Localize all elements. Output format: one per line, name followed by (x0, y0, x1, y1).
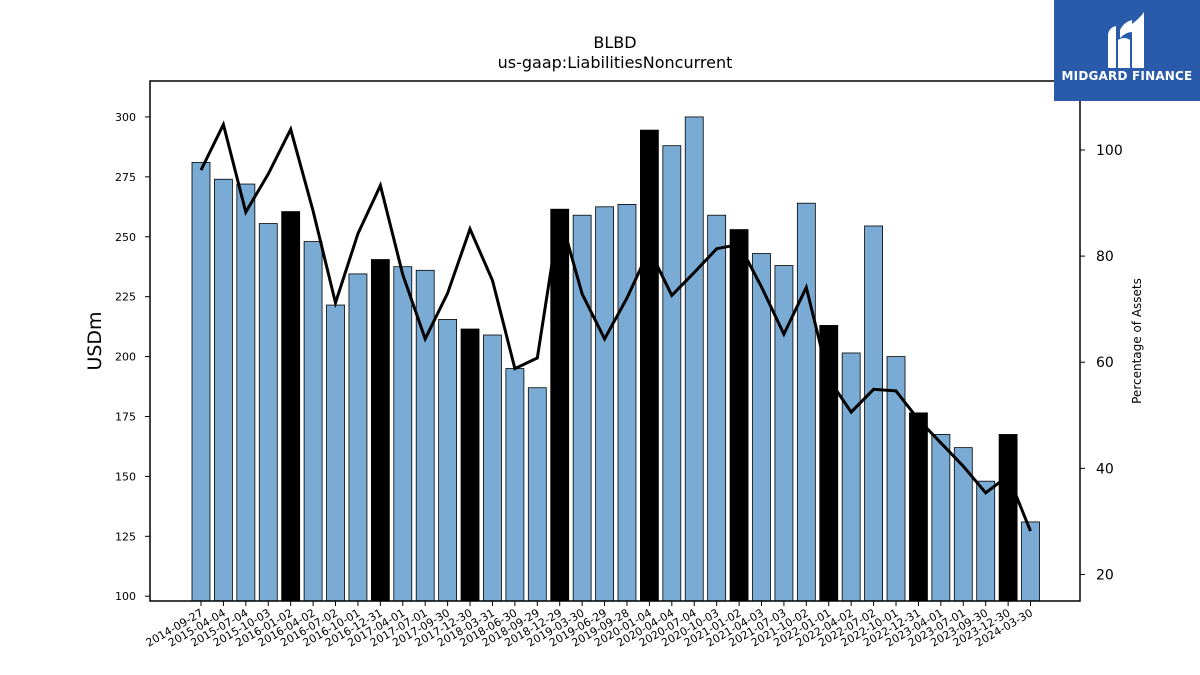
midgard-logo-icon (1108, 12, 1144, 68)
bar (505, 368, 525, 602)
bar (640, 129, 659, 602)
bar-group (191, 116, 1040, 602)
y-tick-label: 175 (115, 410, 136, 423)
bar (595, 206, 614, 602)
y-tick-label: 275 (115, 171, 136, 184)
bar (191, 162, 211, 602)
y-tick-label: 250 (115, 231, 136, 244)
bar (819, 325, 839, 602)
y-tick-label: 300 (115, 111, 136, 124)
bar (998, 434, 1018, 602)
bar (258, 223, 278, 602)
bar (796, 202, 816, 602)
bar (281, 211, 301, 602)
bar (841, 352, 861, 602)
x-axis: 2014-09-272015-04-042015-07-042015-10-03… (144, 601, 1035, 650)
bar (662, 145, 682, 602)
bar (684, 116, 704, 602)
y-tick-label: 125 (115, 530, 136, 543)
bar (931, 434, 951, 602)
bar (236, 183, 256, 602)
bar (909, 412, 928, 602)
midgard-logo: MIDGARD FINANCE (1054, 0, 1200, 101)
y2-tick-label: 20 (1096, 567, 1114, 583)
right-axis: 20 40 60 80 100 (1080, 143, 1123, 583)
bar (214, 178, 233, 602)
bar (953, 447, 973, 602)
bar (617, 204, 637, 602)
y-tick-label: 150 (115, 470, 136, 483)
bar (774, 265, 794, 602)
y2-tick-label: 80 (1096, 249, 1114, 265)
bar (864, 225, 883, 602)
y-tick-label: 100 (115, 590, 136, 603)
y2-tick-label: 100 (1096, 143, 1123, 159)
left-axis: 100 125 150 175 200 225 250 275 300 (115, 111, 150, 603)
bar (527, 387, 547, 602)
plot-frame (149, 80, 1081, 602)
y2-tick-label: 60 (1096, 355, 1114, 371)
bar (460, 328, 480, 602)
bar (976, 480, 996, 602)
y2-axis-label: Percentage of Assets (1130, 278, 1144, 404)
bar (438, 319, 458, 602)
bar (370, 259, 390, 602)
line-series (199, 120, 1032, 532)
y-tick-label: 200 (115, 351, 136, 364)
bar (550, 208, 570, 602)
y-tick-label: 225 (115, 291, 136, 304)
chart-subtitle: us-gaap:LiabilitiesNoncurrent (498, 53, 733, 72)
bar (393, 266, 413, 602)
y-axis-label: USDm (84, 311, 106, 370)
percentage-line (199, 120, 1032, 532)
bar (348, 273, 368, 602)
chart-title: BLBD (593, 33, 636, 52)
bar (707, 214, 727, 602)
y2-tick-label: 40 (1096, 461, 1114, 477)
bar (303, 241, 323, 602)
bar (326, 304, 345, 602)
bar (729, 229, 749, 602)
logo-text: MIDGARD FINANCE (1061, 69, 1193, 83)
bar (752, 253, 771, 602)
bar (1021, 521, 1040, 602)
bar (483, 334, 502, 602)
